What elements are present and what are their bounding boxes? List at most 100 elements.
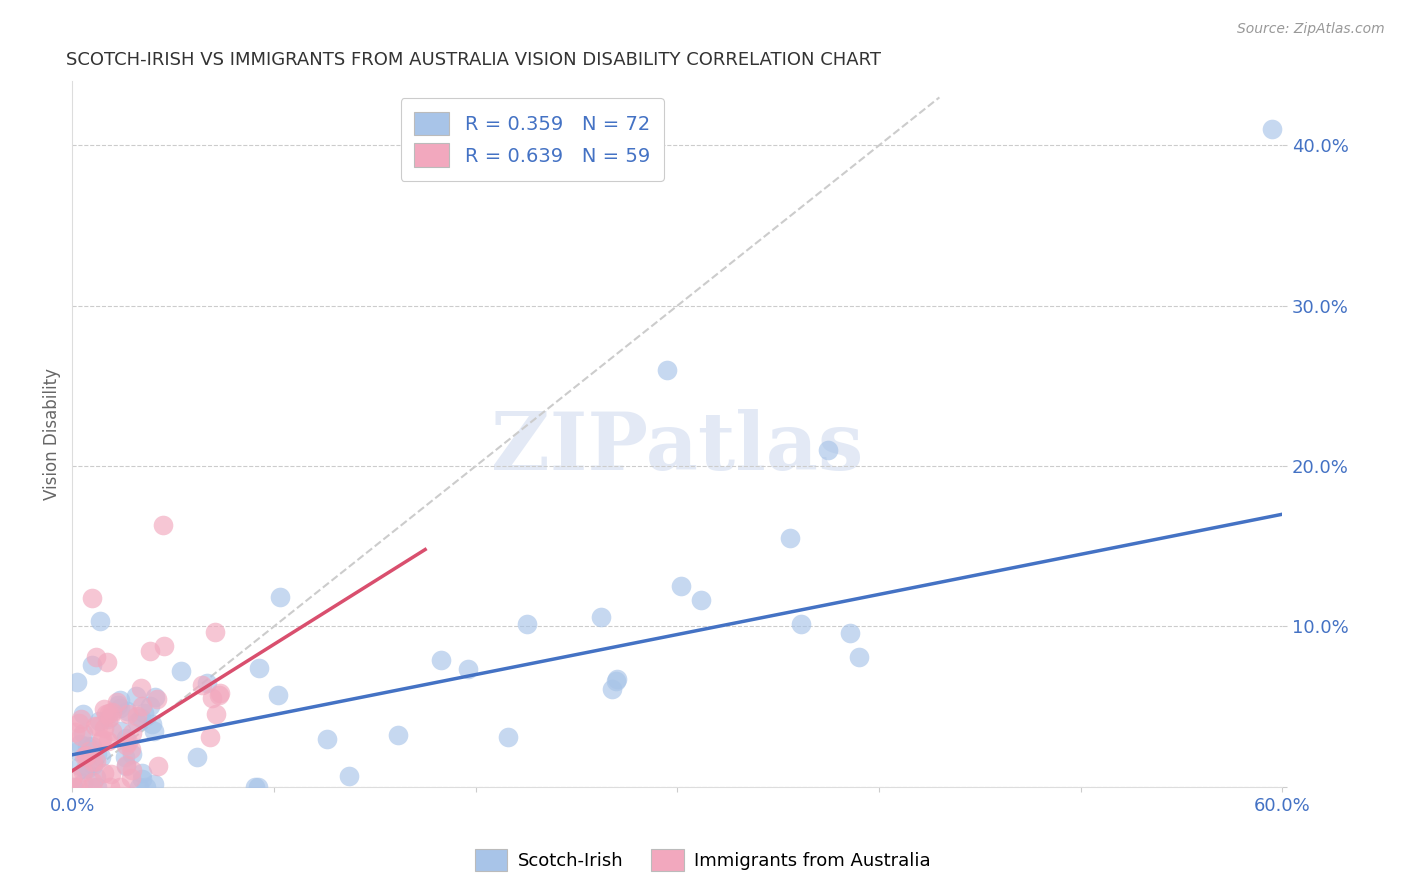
Point (125, 715, 148, 730)
Point (84, 754, 107, 768)
Point (100, 767, 122, 781)
Point (87, 714, 110, 729)
Point (205, 707, 228, 722)
Point (90, 733, 112, 747)
Point (77, 744, 100, 758)
Point (131, 772, 153, 786)
Point (72, 707, 94, 722)
Point (589, 610, 612, 624)
Point (839, 626, 862, 640)
Point (269, 590, 291, 604)
Point (90, 750, 112, 764)
Point (204, 624, 226, 639)
Point (429, 653, 451, 667)
Point (82, 739, 104, 753)
Point (72, 764, 94, 779)
Point (91, 732, 114, 747)
Point (84, 650, 107, 665)
Point (117, 707, 139, 722)
Point (135, 780, 157, 794)
Point (201, 690, 224, 705)
Point (63, 780, 86, 794)
Point (315, 731, 337, 746)
Point (82, 774, 104, 789)
Point (108, 780, 131, 794)
Point (87, 719, 110, 733)
Point (84, 719, 107, 733)
Point (86, 747, 108, 761)
Point (848, 650, 870, 665)
Point (69, 712, 91, 726)
Point (67, 780, 90, 794)
Legend: R = 0.359   N = 72, R = 0.639   N = 59: R = 0.359 N = 72, R = 0.639 N = 59 (401, 98, 664, 180)
Point (101, 705, 124, 719)
Point (82, 742, 104, 756)
Point (195, 676, 218, 690)
Point (129, 711, 152, 725)
Point (606, 673, 628, 687)
Point (186, 749, 208, 764)
Point (98, 780, 121, 794)
Point (128, 780, 150, 794)
Point (69, 758, 91, 772)
Point (120, 741, 142, 756)
Point (82, 755, 104, 769)
Y-axis label: Vision Disability: Vision Disability (44, 368, 60, 500)
Point (516, 616, 538, 631)
Point (93, 766, 115, 780)
Point (62, 780, 84, 794)
Point (115, 704, 138, 718)
Point (75, 748, 97, 763)
Point (247, 661, 270, 675)
Point (89, 614, 111, 628)
Point (139, 698, 162, 713)
Point (67, 716, 90, 731)
Point (245, 780, 267, 794)
Point (387, 728, 409, 742)
Point (115, 731, 138, 745)
Point (107, 698, 129, 712)
Point (72, 726, 94, 740)
Point (145, 691, 167, 706)
Point (110, 723, 132, 738)
Point (93, 721, 115, 735)
Point (153, 640, 176, 654)
Point (75, 762, 97, 776)
Point (72, 776, 94, 790)
Point (66, 675, 89, 690)
Text: Source: ZipAtlas.com: Source: ZipAtlas.com (1237, 22, 1385, 37)
Point (267, 688, 290, 702)
Point (142, 777, 165, 791)
Point (247, 780, 270, 794)
Point (602, 681, 624, 696)
Point (337, 769, 360, 783)
Point (131, 765, 153, 780)
Point (82, 591, 104, 605)
Point (82, 757, 104, 772)
Point (143, 690, 166, 704)
Point (96, 707, 118, 722)
Point (105, 695, 128, 709)
Point (121, 726, 143, 740)
Point (139, 644, 162, 658)
Point (779, 531, 801, 545)
Point (671, 579, 693, 593)
Point (97, 712, 120, 726)
Point (689, 593, 711, 607)
Point (129, 681, 152, 695)
Point (457, 662, 479, 676)
Legend: Scotch-Irish, Immigrants from Australia: Scotch-Irish, Immigrants from Australia (468, 842, 938, 879)
Point (131, 699, 153, 714)
Point (498, 730, 520, 744)
Point (84, 770, 107, 784)
Point (152, 518, 174, 533)
Point (98, 709, 121, 723)
Point (76, 747, 98, 762)
Point (67, 744, 90, 758)
Text: SCOTCH-IRISH VS IMMIGRANTS FROM AUSTRALIA VISION DISABILITY CORRELATION CHART: SCOTCH-IRISH VS IMMIGRANTS FROM AUSTRALI… (66, 51, 882, 69)
Point (96, 655, 118, 669)
Point (125, 689, 148, 703)
Point (73, 749, 96, 764)
Text: ZIPatlas: ZIPatlas (491, 409, 863, 487)
Point (108, 692, 131, 706)
